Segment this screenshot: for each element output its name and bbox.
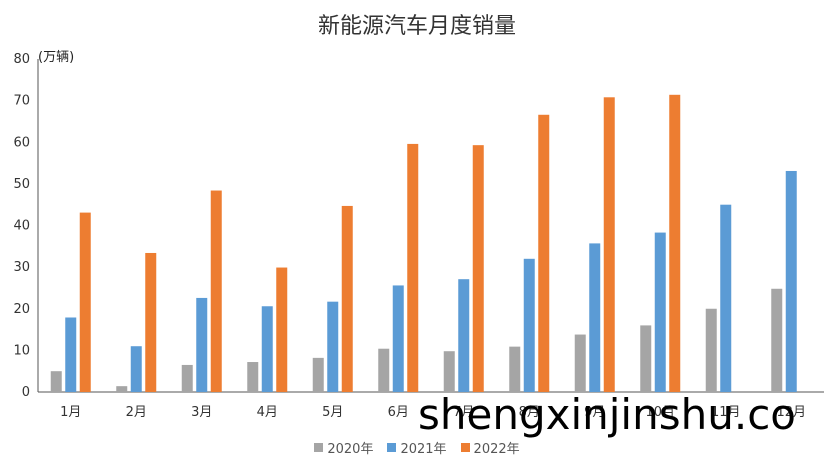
y-tick-label: 20 — [13, 302, 30, 317]
bar-2022年-5月 — [341, 205, 353, 392]
y-tick-label: 80 — [13, 52, 30, 67]
bar-2022年-4月 — [276, 267, 288, 392]
bar-2021年-11月 — [720, 204, 732, 392]
legend-swatch-2021 — [387, 443, 397, 452]
bar-2022年-3月 — [210, 190, 222, 392]
bar-2022年-2月 — [145, 252, 157, 392]
bar-2022年-1月 — [79, 212, 91, 392]
legend-item-2020: 2020年 — [314, 438, 373, 457]
bar-2022年-7月 — [472, 145, 484, 392]
bar-2020年-6月 — [378, 348, 390, 392]
bar-2020年-8月 — [509, 346, 521, 392]
bar-2020年-4月 — [247, 362, 259, 392]
y-tick-label: 70 — [13, 94, 30, 109]
bar-2022年-8月 — [538, 114, 550, 392]
x-tick-label: 4月 — [257, 405, 278, 420]
x-tick-label: 9月 — [584, 405, 605, 420]
legend-item-2021: 2021年 — [387, 438, 447, 457]
bar-2021年-8月 — [523, 258, 535, 392]
bars — [50, 94, 797, 393]
bar-2020年-9月 — [574, 334, 586, 392]
x-tick-label: 12月 — [776, 405, 806, 420]
bar-2021年-1月 — [65, 317, 77, 392]
x-tick-label: 7月 — [453, 405, 474, 420]
legend-item-2022: 2022年 — [460, 438, 520, 457]
x-tick-label: 10月 — [645, 405, 675, 420]
y-tick-label: 0 — [22, 385, 30, 400]
chart-title: 新能源汽车月度销量 — [317, 14, 516, 39]
y-tick-label: 10 — [13, 343, 30, 358]
legend: 2020年 2021年 2022年 — [0, 438, 834, 457]
bar-2020年-7月 — [443, 351, 455, 392]
bar-2020年-10月 — [640, 325, 652, 392]
bar-2021年-4月 — [261, 306, 273, 392]
y-tick-label: 60 — [13, 135, 30, 150]
bar-2021年-3月 — [196, 297, 208, 392]
bar-2021年-12月 — [785, 170, 797, 392]
watermark-text: shengxinjinshu.co — [418, 390, 796, 439]
x-tick-label: 1月 — [60, 405, 81, 420]
legend-swatch-2022 — [460, 443, 470, 452]
bar-2020年-3月 — [181, 364, 193, 392]
bar-2020年-11月 — [705, 308, 717, 392]
bar-2021年-5月 — [327, 301, 339, 392]
bar-2022年-10月 — [669, 94, 681, 393]
x-tick-label: 3月 — [191, 405, 212, 420]
bar-2020年-5月 — [312, 357, 324, 392]
bar-2021年-7月 — [458, 279, 470, 392]
x-tick-label: 6月 — [388, 405, 409, 420]
bar-2020年-12月 — [771, 288, 783, 392]
bar-2020年-2月 — [116, 386, 128, 392]
x-tick-label: 11月 — [711, 405, 741, 420]
y-tick-label: 50 — [13, 177, 30, 192]
x-axis: 1月 2月 3月 4月 5月 6月 7月 8月 9月 10月 11月 12月 — [38, 391, 824, 420]
bar-2021年-6月 — [392, 285, 404, 392]
bar-2022年-9月 — [603, 97, 615, 393]
y-axis: 0 10 20 30 40 50 60 70 80 — [13, 52, 39, 400]
x-tick-label: 2月 — [126, 405, 147, 420]
bar-2021年-10月 — [654, 232, 666, 392]
y-tick-label: 40 — [13, 219, 30, 234]
y-tick-label: 30 — [13, 260, 30, 275]
bar-2021年-2月 — [130, 346, 142, 392]
legend-label-2022: 2022年 — [473, 442, 520, 457]
legend-swatch-2020 — [314, 443, 324, 452]
bar-2020年-1月 — [50, 371, 62, 392]
x-tick-label: 8月 — [519, 405, 540, 420]
legend-label-2021: 2021年 — [400, 442, 447, 457]
y-axis-unit-label: (万辆) — [38, 50, 75, 65]
bar-2021年-9月 — [589, 243, 601, 392]
bar-2022年-6月 — [407, 143, 419, 392]
x-tick-label: 5月 — [322, 405, 343, 420]
legend-label-2020: 2020年 — [327, 442, 374, 457]
